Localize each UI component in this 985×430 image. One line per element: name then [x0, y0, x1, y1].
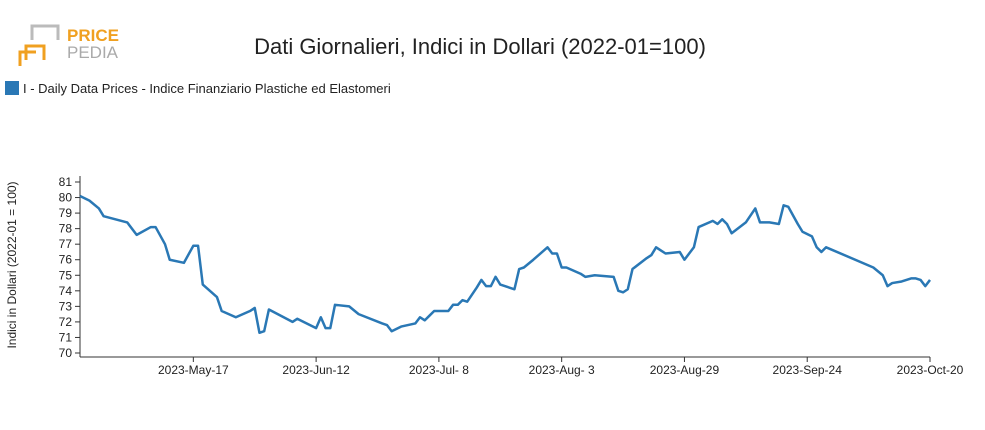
- x-tick-label: 2023-Jun-12: [282, 363, 350, 377]
- logo-mark: [18, 50, 36, 66]
- y-tick-label: 77: [59, 237, 73, 251]
- legend-label: I - Daily Data Prices - Indice Finanziar…: [23, 81, 391, 96]
- chart-title: Dati Giornalieri, Indici in Dollari (202…: [254, 34, 706, 59]
- x-tick-label: 2023-Jul- 8: [409, 363, 469, 377]
- y-tick-label: 78: [59, 222, 73, 236]
- y-tick-label: 76: [59, 253, 73, 267]
- x-tick-label: 2023-Aug-29: [650, 363, 720, 377]
- y-tick-label: 81: [59, 175, 73, 189]
- y-axis-label: Indici in Dollari (2022-01 = 100): [5, 181, 19, 348]
- y-tick-label: 70: [59, 346, 73, 360]
- y-tick-label: 73: [59, 299, 73, 313]
- logo-mark: [30, 24, 60, 40]
- x-tick-label: 2023-Oct-20: [897, 363, 964, 377]
- x-tick-label: 2023-Aug- 3: [529, 363, 595, 377]
- legend-swatch: [5, 81, 19, 95]
- x-tick-label: 2023-Sep-24: [773, 363, 843, 377]
- y-tick-label: 80: [59, 191, 73, 205]
- logo-text: PRICE: [67, 26, 119, 45]
- y-tick-label: 74: [59, 284, 73, 298]
- y-tick-label: 79: [59, 206, 73, 220]
- line: [79, 194, 931, 335]
- logo: PRICE PEDIA: [18, 24, 119, 66]
- y-tick-label: 71: [59, 330, 73, 344]
- x-tick-label: 2023-May-17: [158, 363, 229, 377]
- logo-text: PEDIA: [67, 43, 119, 62]
- y-tick-label: 72: [59, 315, 73, 329]
- y-tick-label: 75: [59, 268, 73, 282]
